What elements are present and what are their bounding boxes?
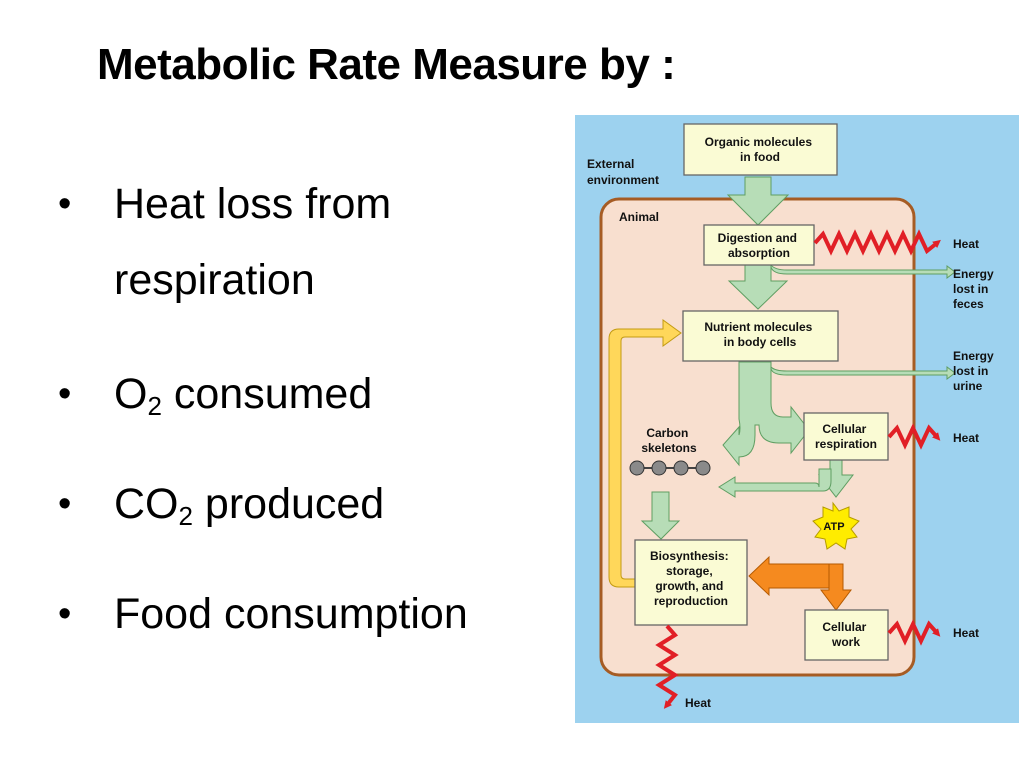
nutrient-molecules-label: Nutrient molecules in body cells [704, 320, 815, 349]
digestion-box [703, 224, 815, 266]
digestion-heat-zigzag [813, 229, 941, 256]
bioenergetics-diagram: External environment Animal ATP Carbon s… [575, 115, 1019, 723]
bullet-marker: • [58, 373, 72, 415]
bullet-marker: • [58, 183, 72, 225]
carbon-skeletons-label: Carbon skeletons [641, 426, 697, 455]
nutrient-molecules-box [682, 310, 839, 362]
respiration-to-skeletons-arrow [718, 468, 832, 498]
bullet-text: CO2 produced [114, 480, 385, 531]
urine-energy-arrow [770, 365, 956, 380]
energy-urine-label: Energy lost in urine [953, 349, 997, 393]
atp-label: ATP [823, 521, 844, 533]
atp-to-biosynthesis-arrow [748, 555, 830, 597]
feces-energy-arrow [770, 263, 956, 279]
respiration-heat-zigzag [887, 423, 941, 450]
biosynthesis-box [634, 539, 748, 626]
slide-title: Metabolic Rate Measure by : [97, 40, 676, 89]
animal-label: Animal [619, 210, 659, 224]
biosynthesis-label: Biosynthesis: storage, growth, and repro… [650, 549, 732, 608]
food-to-digestion-arrow [726, 176, 790, 226]
heat-label-respiration: Heat [953, 431, 979, 445]
nutrient-branching-arrow [722, 361, 810, 467]
carbon-skeleton-chain [629, 460, 711, 476]
atp-to-work-arrow [820, 563, 852, 611]
organic-molecules-box [683, 123, 838, 176]
energy-feces-label: Energy lost in feces [953, 267, 997, 311]
bullet-line-2: respiration [114, 256, 315, 304]
heat-label-digestion: Heat [953, 237, 979, 251]
bullet-text: Food consumption [114, 590, 468, 638]
work-heat-zigzag [887, 619, 941, 646]
bullet-text: Heat loss from respiration [114, 166, 391, 318]
bullet-marker: • [58, 483, 72, 525]
cellular-respiration-box [803, 412, 889, 461]
biosynthesis-recycle-arrow [608, 319, 682, 588]
heat-label-work: Heat [953, 626, 979, 640]
skeletons-to-biosynthesis-arrow [640, 491, 681, 540]
organic-molecules-label: Organic molecules in food [705, 135, 816, 164]
bullet-line-1: Heat loss from [114, 180, 392, 228]
cellular-respiration-label: Cellular respiration [815, 422, 877, 451]
bullet-marker: • [58, 593, 72, 635]
cellular-work-label: Cellular work [822, 620, 869, 649]
biosynthesis-heat-zigzag [655, 624, 679, 709]
heat-label-biosynthesis: Heat [685, 696, 711, 710]
external-environment-label: External environment [587, 157, 659, 187]
cellular-work-box [804, 609, 889, 661]
bullet-text: O2 consumed [114, 370, 373, 421]
digestion-label: Digestion and absorption [718, 231, 801, 260]
atp-star [812, 501, 860, 550]
